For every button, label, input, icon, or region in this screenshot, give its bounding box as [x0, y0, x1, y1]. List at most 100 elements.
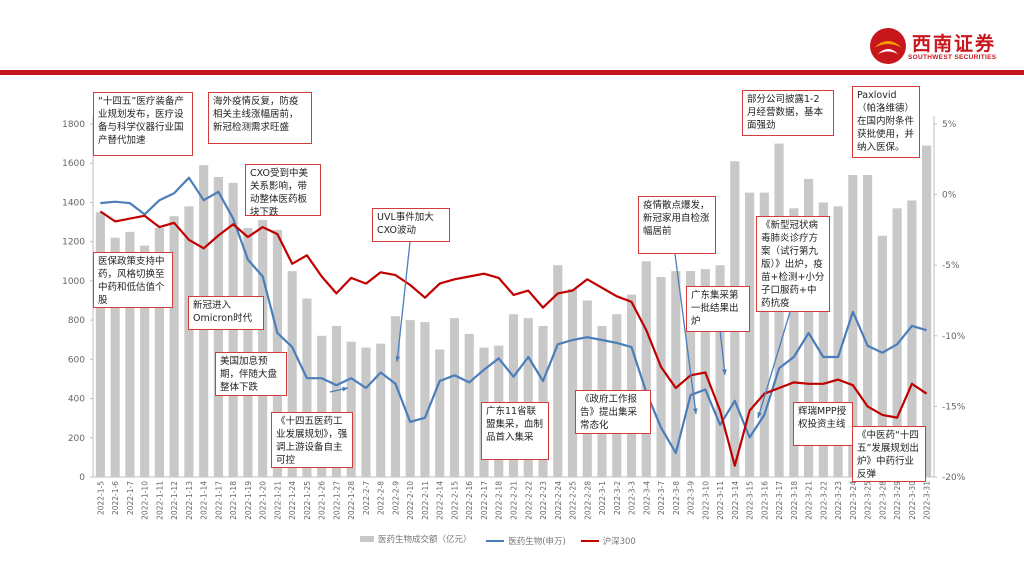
bar-turnover: [420, 322, 430, 477]
y-right-tick-label: 5%: [942, 120, 957, 130]
annotation-arrowhead: [692, 408, 698, 414]
note-covid-treatment-plan: 《新型冠状病毒肺炎诊疗方案（试行第九版）》出炉，疫苗+检测+小分子口服药+中药抗…: [756, 216, 830, 312]
bar-turnover: [390, 316, 401, 477]
x-tick-label: 2022-3-16: [760, 481, 769, 520]
note-cxo-sino-us: CXO受到中美关系影响，带动整体医药板块下跌: [245, 164, 321, 218]
x-tick-label: 2022-1-24: [288, 481, 297, 520]
legend-label-sw-pharma: 医药生物(申万): [508, 537, 566, 547]
bar-turnover: [744, 192, 755, 477]
y-left-tick-label: 600: [68, 355, 85, 365]
x-tick-label: 2022-3-24: [849, 481, 858, 520]
x-tick-label: 2022-2-17: [480, 481, 489, 520]
bar-turnover: [863, 174, 873, 477]
bar-turnover: [110, 237, 120, 477]
x-tick-label: 2022-3-9: [687, 481, 696, 515]
bar-turnover: [922, 145, 932, 478]
bar-turnover: [833, 206, 843, 477]
x-tick-label: 2022-3-23: [834, 481, 843, 520]
bar-turnover: [877, 235, 887, 477]
y-left-tick-label: 800: [68, 316, 85, 326]
header-divider: [0, 70, 1024, 75]
y-left-tick-label: 1200: [62, 238, 85, 248]
bar-turnover: [317, 335, 327, 477]
x-tick-label: 2022-2-15: [450, 481, 459, 520]
annotation-arrow: [674, 253, 697, 415]
bar-turnover: [789, 208, 799, 478]
note-paxlovid: Paxlovid（帕洛维德）在国内附条件获批使用，并纳入医保。: [852, 86, 920, 158]
x-tick-label: 2022-3-29: [893, 481, 902, 520]
brand-subtitle: SOUTHWEST SECURITIES: [908, 54, 997, 61]
annotation-arrow: [757, 311, 791, 419]
bar-turnover: [346, 341, 356, 477]
x-tick-label: 2022-1-19: [244, 481, 253, 520]
x-tick-label: 2022-1-11: [155, 481, 164, 520]
line-sw-pharma: [100, 176, 927, 455]
note-us-rate-hike: 美国加息预期，伴随大盘整体下跌: [215, 352, 287, 396]
line-csi300: [99, 210, 928, 467]
x-tick-label: 2022-1-26: [318, 481, 327, 520]
x-tick-label: 2022-1-5: [96, 481, 105, 515]
bar-turnover: [538, 325, 548, 477]
note-gov-work-report: 《政府工作报告》提出集采常态化: [575, 390, 651, 434]
x-tick-label: 2022-2-21: [510, 481, 519, 520]
bar-turnover: [553, 265, 563, 477]
brand-name: 西南证券: [912, 33, 997, 55]
y-right-tick-label: -5%: [942, 261, 960, 271]
x-tick-label: 2022-1-20: [259, 481, 268, 520]
x-tick-label: 2022-3-1: [598, 481, 607, 515]
x-tick-label: 2022-1-17: [214, 481, 223, 520]
note-overseas-epidemic: 海外疫情反复，防疫相关主线涨幅居前，新冠检测需求旺盛: [208, 92, 312, 144]
annotation-arrowhead: [395, 356, 400, 362]
x-tick-label: 2022-2-28: [583, 481, 592, 520]
bar-turnover: [435, 349, 445, 477]
x-tick-label: 2022-3-25: [864, 481, 873, 520]
annotation-arrow: [396, 241, 411, 363]
x-tick-label: 2022-2-25: [569, 481, 578, 520]
bar-turnover: [626, 294, 637, 477]
x-tick-label: 2022-3-4: [642, 481, 651, 515]
x-tick-label: 2022-1-7: [126, 481, 135, 515]
note-guangdong-procurement: 广东11省联盟集采，血制品首入集采: [481, 402, 549, 460]
bar-turnover: [715, 265, 725, 477]
x-tick-label: 2022-3-2: [613, 481, 622, 515]
x-tick-label: 2022-2-11: [421, 481, 430, 520]
note-medical-insurance-tcm: 医保政策支持中药，风格切换至中药和低估值个股: [93, 252, 173, 308]
bar-turnover: [154, 227, 164, 477]
bar-turnover: [671, 271, 681, 477]
bar-turnover: [184, 206, 194, 477]
bar-turnover: [508, 314, 519, 477]
annotation-arrowhead: [722, 369, 727, 375]
x-tick-label: 2022-3-11: [716, 481, 725, 520]
bar-turnover: [302, 298, 312, 477]
bar-turnover: [125, 231, 135, 477]
y-left-tick-label: 400: [68, 395, 85, 405]
x-tick-label: 2022-1-18: [229, 481, 238, 520]
bar-turnover: [656, 276, 666, 477]
bar-turnover: [567, 288, 578, 477]
bar-turnover: [95, 212, 105, 477]
y-right-tick-label: -15%: [942, 402, 966, 412]
x-tick-label: 2022-2-8: [377, 481, 386, 515]
legend-swatch-line1: [486, 540, 505, 542]
legend-label-csi300: 沪深300: [602, 537, 636, 547]
bar-turnover: [258, 220, 268, 477]
x-tick-label: 2022-1-28: [347, 481, 356, 520]
x-tick-label: 2022-2-24: [554, 481, 563, 520]
bar-turnover: [449, 318, 460, 477]
note-pharma-14th-plan: 《十四五医药工业发展规划》，强调上游设备自主可控: [271, 412, 353, 468]
x-tick-label: 2022-1-21: [273, 481, 282, 520]
x-tick-label: 2022-1-25: [303, 481, 312, 520]
legend-swatch-line2: [580, 540, 599, 542]
x-tick-label: 2022-2-10: [406, 481, 415, 520]
x-tick-label: 2022-3-18: [790, 481, 799, 520]
bar-turnover: [331, 325, 342, 477]
x-tick-label: 2022-2-9: [391, 481, 400, 515]
x-tick-label: 2022-2-23: [539, 481, 548, 520]
x-tick-label: 2022-2-7: [362, 481, 371, 515]
x-tick-label: 2022-3-28: [878, 481, 887, 520]
x-tick-label: 2022-3-22: [819, 481, 828, 520]
chart-legend: 医药生物成交额（亿元） 医药生物(申万) 沪深300: [360, 533, 648, 547]
x-tick-label: 2022-1-6: [111, 481, 120, 515]
bar-turnover: [759, 192, 769, 477]
bar-turnover: [804, 178, 814, 477]
